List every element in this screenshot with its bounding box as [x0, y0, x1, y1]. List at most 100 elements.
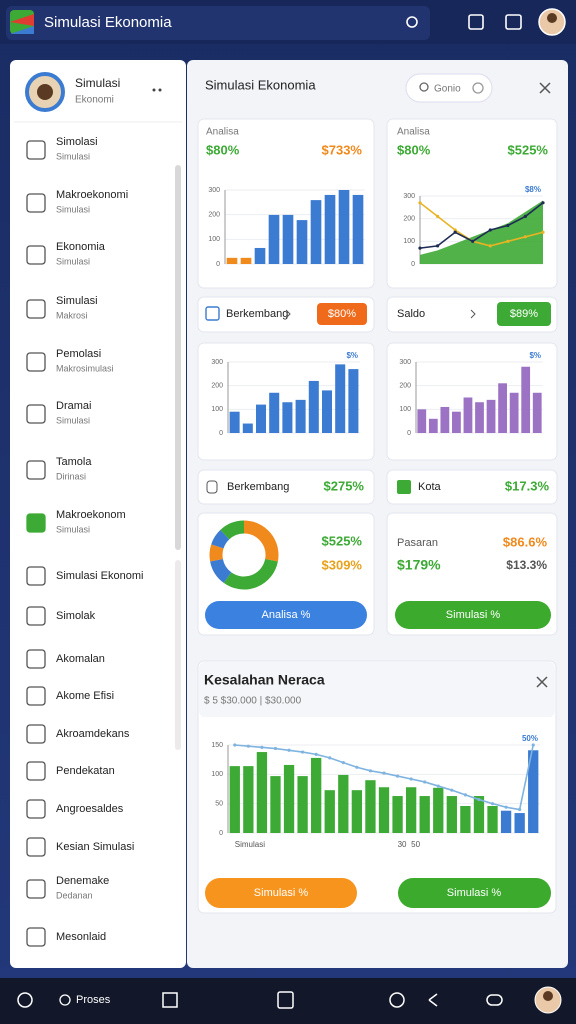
donut-segment: [211, 529, 230, 549]
close-button[interactable]: [539, 82, 551, 94]
y-tick-label: 0: [407, 430, 411, 437]
item-icon: [26, 879, 46, 899]
button[interactable]: [205, 601, 367, 629]
search-field[interactable]: [6, 6, 430, 40]
search-icon[interactable]: [406, 16, 418, 28]
line-point: [506, 239, 510, 243]
card[interactable]: [386, 469, 558, 505]
item-label: Akroamdekans: [56, 728, 130, 740]
report-card: [197, 660, 557, 914]
bar: [498, 383, 507, 433]
taskbar-icon[interactable]: [17, 992, 33, 1008]
bar: [295, 399, 306, 433]
bar: [283, 764, 295, 833]
y-tick-label: 150: [211, 742, 223, 749]
taskbar-icon[interactable]: [277, 991, 294, 1009]
line-point: [341, 761, 345, 765]
taskbar-icon[interactable]: [486, 994, 503, 1006]
line-point: [523, 214, 528, 218]
y-tick-label: 0: [411, 261, 415, 268]
button[interactable]: [398, 878, 551, 908]
card[interactable]: [197, 469, 375, 505]
avatar-head: [37, 84, 53, 100]
card-label: Pasaran: [397, 537, 438, 549]
bar: [351, 790, 363, 833]
taskbar-icon[interactable]: [59, 994, 71, 1006]
taskbar-icon[interactable]: [162, 992, 178, 1008]
item-label: Denemake: [56, 875, 109, 887]
card-value: $80%: [206, 142, 240, 157]
card-value: $525%: [322, 533, 363, 548]
area: [420, 200, 543, 264]
window-button[interactable]: [505, 14, 522, 30]
item-icon: [26, 837, 46, 857]
card-value: $179%: [397, 557, 441, 573]
bar: [229, 766, 240, 833]
bar: [440, 406, 450, 433]
line-point: [523, 235, 528, 239]
button[interactable]: [395, 601, 551, 629]
sidebar-item[interactable]: [14, 447, 172, 483]
line-point: [418, 201, 422, 205]
item-label: Mesonlaid: [56, 931, 106, 943]
line-point: [423, 780, 427, 784]
y-tick-label: 200: [399, 383, 411, 390]
x-tick-label: Simulasi: [235, 840, 265, 849]
item-icon: [26, 513, 46, 533]
sidebar: [10, 60, 186, 968]
panel-search[interactable]: [405, 73, 493, 103]
item-icon: [26, 686, 46, 706]
chevron: [470, 309, 476, 319]
bar: [256, 752, 268, 833]
card-value: $275%: [324, 478, 365, 493]
card-label: Kota: [418, 481, 442, 493]
bar: [532, 392, 542, 433]
bar: [392, 796, 403, 833]
app-title: Simulasi Ekonomia: [44, 14, 172, 31]
annotation: 50%: [522, 734, 538, 743]
bar: [254, 247, 266, 264]
y-tick-label: 100: [208, 236, 220, 243]
bar: [500, 810, 512, 833]
item-icon: [26, 566, 46, 586]
line-point: [301, 750, 305, 754]
y-tick-label: 0: [216, 261, 220, 268]
search-action[interactable]: [472, 82, 484, 94]
bar: [473, 796, 485, 833]
item-sublabel: Makrosi: [56, 310, 88, 320]
card-label: Analisa: [206, 127, 239, 138]
line-point: [368, 769, 373, 773]
item-label: Simulasi: [56, 295, 98, 307]
avatar-head: [543, 991, 553, 1001]
sidebar-item[interactable]: [14, 391, 172, 427]
profile-name: Simulasi: [75, 76, 120, 90]
item-icon: [26, 761, 46, 781]
taskbar-icon[interactable]: [428, 993, 438, 1007]
line-point: [531, 743, 535, 747]
line-point: [435, 244, 440, 248]
bottom-bar: [0, 978, 576, 1024]
card-value: $86.6%: [503, 534, 548, 549]
annotation: $8%: [525, 185, 541, 194]
line-point: [436, 784, 440, 788]
line: [419, 202, 544, 247]
bar: [282, 402, 293, 433]
item-sublabel: Simulasi: [56, 151, 90, 161]
bar: [378, 787, 390, 833]
annotation: $%: [529, 351, 541, 360]
close-button[interactable]: [536, 676, 548, 688]
menu-dot[interactable]: [152, 88, 156, 92]
profile-subtitle: Ekonomi: [75, 95, 114, 106]
button[interactable]: [205, 878, 357, 908]
menu-dot[interactable]: [158, 88, 162, 92]
line-point: [471, 239, 475, 243]
item-label: Akomalan: [56, 653, 105, 665]
taskbar-icon[interactable]: [389, 992, 405, 1008]
window-button[interactable]: [468, 14, 484, 30]
line-point: [490, 802, 495, 806]
button-label: Simulasi %: [446, 609, 501, 621]
y-tick-label: 100: [211, 771, 223, 778]
y-tick-label: 100: [403, 238, 415, 245]
scrollbar[interactable]: [175, 165, 181, 550]
y-tick-label: 0: [219, 830, 223, 837]
